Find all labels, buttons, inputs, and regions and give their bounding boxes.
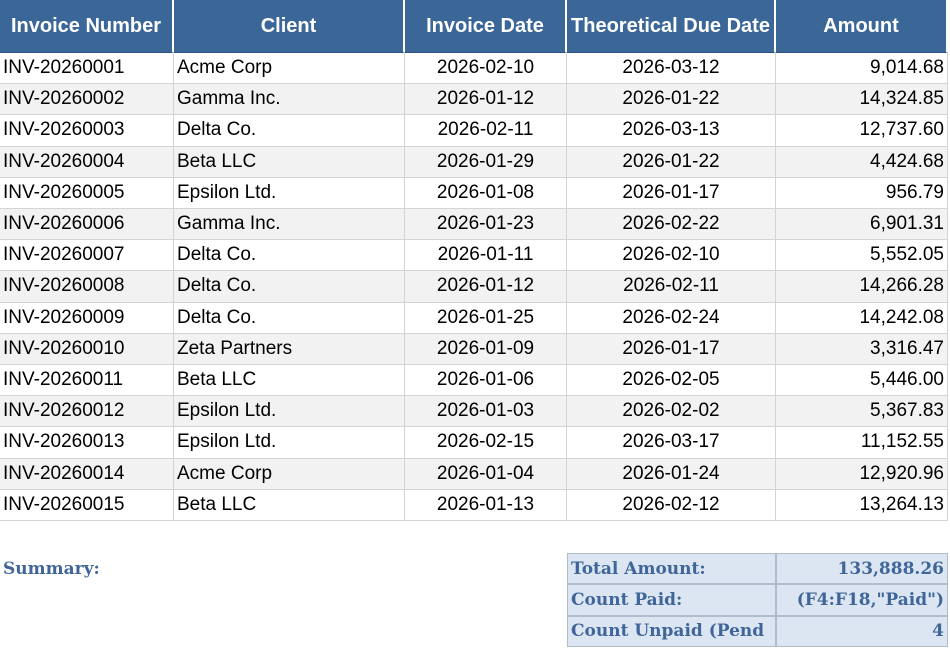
- table-cell: INV-20260008: [0, 271, 174, 303]
- table-cell: 12,737.60: [776, 115, 948, 147]
- table-cell: 12,920.96: [776, 458, 948, 490]
- header-cell: Theoretical Due Date: [567, 0, 776, 53]
- table-cell: INV-20260013: [0, 427, 174, 459]
- table-cell: 14,266.28: [776, 271, 948, 303]
- table-cell: 2026-01-11: [405, 240, 567, 272]
- summary-label: Total Amount:: [567, 553, 776, 585]
- table-cell: INV-20260015: [0, 489, 174, 521]
- summary-value: 133,888.26: [776, 553, 948, 585]
- summary-value: (F4:F18,"Paid"): [776, 584, 948, 616]
- table-cell: 2026-02-24: [567, 302, 776, 334]
- table-cell: 2026-01-06: [405, 365, 567, 397]
- table-cell: 2026-03-17: [567, 427, 776, 459]
- table-cell: INV-20260007: [0, 240, 174, 272]
- table-cell: Epsilon Ltd.: [174, 396, 405, 428]
- table-cell: 2026-01-13: [405, 489, 567, 521]
- summary-label: Count Unpaid (Pend: [567, 615, 776, 647]
- table-cell: Gamma Inc.: [174, 209, 405, 241]
- header-cell: Invoice Date: [405, 0, 567, 53]
- summary-value: 4: [776, 615, 948, 647]
- table-cell: INV-20260006: [0, 209, 174, 241]
- table-cell: 4,424.68: [776, 146, 948, 178]
- table-cell: 2026-02-05: [567, 365, 776, 397]
- table-cell: 956.79: [776, 177, 948, 209]
- table-cell: 11,152.55: [776, 427, 948, 459]
- table-cell: Beta LLC: [174, 489, 405, 521]
- summary-title: Summary:: [3, 558, 100, 579]
- table-cell: 5,367.83: [776, 396, 948, 428]
- table-cell: INV-20260002: [0, 84, 174, 116]
- table-cell: 2026-02-10: [405, 53, 567, 85]
- table-cell: Delta Co.: [174, 271, 405, 303]
- table-cell: INV-20260011: [0, 365, 174, 397]
- table-cell: 13,264.13: [776, 489, 948, 521]
- table-cell: Epsilon Ltd.: [174, 177, 405, 209]
- header-cell: Amount: [776, 0, 948, 53]
- table-cell: 2026-01-23: [405, 209, 567, 241]
- table-cell: INV-20260014: [0, 458, 174, 490]
- table-cell: 2026-02-15: [405, 427, 567, 459]
- table-cell: 2026-02-12: [567, 489, 776, 521]
- table-cell: 2026-02-22: [567, 209, 776, 241]
- table-cell: Delta Co.: [174, 115, 405, 147]
- table-cell: 9,014.68: [776, 53, 948, 85]
- table-cell: 2026-02-02: [567, 396, 776, 428]
- table-cell: 2026-02-11: [567, 271, 776, 303]
- table-cell: Beta LLC: [174, 365, 405, 397]
- table-cell: 2026-01-24: [567, 458, 776, 490]
- table-cell: 2026-01-22: [567, 84, 776, 116]
- table-cell: 2026-01-25: [405, 302, 567, 334]
- table-cell: 2026-01-17: [567, 333, 776, 365]
- table-cell: 2026-01-29: [405, 146, 567, 178]
- table-cell: INV-20260009: [0, 302, 174, 334]
- table-cell: Acme Corp: [174, 53, 405, 85]
- table-cell: 2026-01-08: [405, 177, 567, 209]
- table-cell: 2026-01-12: [405, 84, 567, 116]
- table-cell: 2026-01-12: [405, 271, 567, 303]
- table-cell: INV-20260010: [0, 333, 174, 365]
- table-cell: Acme Corp: [174, 458, 405, 490]
- table-cell: 14,242.08: [776, 302, 948, 334]
- table-cell: 2026-01-09: [405, 333, 567, 365]
- summary-label: Count Paid:: [567, 584, 776, 616]
- table-cell: 5,552.05: [776, 240, 948, 272]
- table-cell: 5,446.00: [776, 365, 948, 397]
- table-cell: INV-20260004: [0, 146, 174, 178]
- table-cell: 3,316.47: [776, 333, 948, 365]
- table-cell: 2026-01-04: [405, 458, 567, 490]
- table-cell: 6,901.31: [776, 209, 948, 241]
- table-cell: 2026-01-22: [567, 146, 776, 178]
- header-cell: Invoice Number: [0, 0, 174, 53]
- header-cell: Client: [174, 0, 405, 53]
- table-cell: INV-20260001: [0, 53, 174, 85]
- table-cell: 2026-03-13: [567, 115, 776, 147]
- table-cell: 14,324.85: [776, 84, 948, 116]
- table-cell: INV-20260003: [0, 115, 174, 147]
- table-cell: Gamma Inc.: [174, 84, 405, 116]
- table-cell: 2026-03-12: [567, 53, 776, 85]
- table-cell: 2026-01-03: [405, 396, 567, 428]
- table-cell: 2026-02-10: [567, 240, 776, 272]
- table-cell: 2026-01-17: [567, 177, 776, 209]
- table-cell: Delta Co.: [174, 302, 405, 334]
- table-cell: Delta Co.: [174, 240, 405, 272]
- table-cell: INV-20260005: [0, 177, 174, 209]
- table-cell: 2026-02-11: [405, 115, 567, 147]
- table-cell: Beta LLC: [174, 146, 405, 178]
- table-cell: INV-20260012: [0, 396, 174, 428]
- table-cell: Zeta Partners: [174, 333, 405, 365]
- table-cell: Epsilon Ltd.: [174, 427, 405, 459]
